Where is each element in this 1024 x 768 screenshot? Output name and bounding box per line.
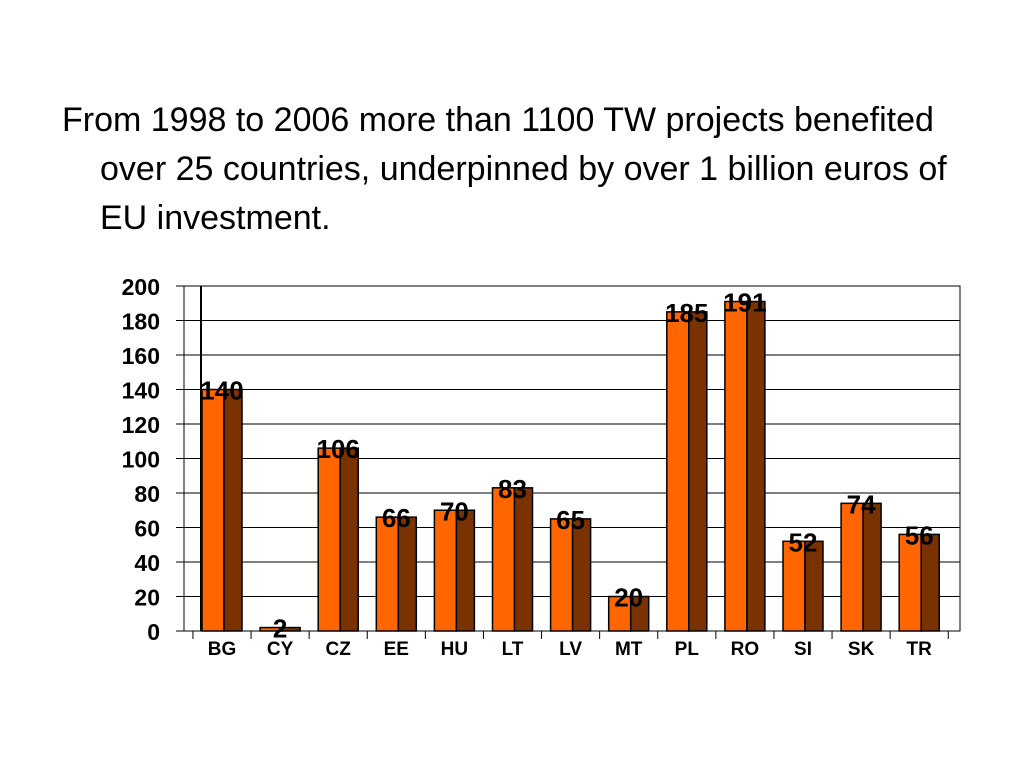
data-label: 191 (723, 288, 766, 318)
bar-front (317, 447, 341, 632)
data-label: 140 (200, 376, 243, 406)
data-label: 52 (789, 527, 818, 557)
bar-side (862, 502, 882, 632)
data-label: 20 (614, 583, 643, 613)
y-tick-label: 140 (122, 378, 160, 404)
x-tick-label: SK (848, 639, 875, 660)
x-tick-label: PL (675, 639, 700, 660)
bar-front (491, 487, 516, 632)
bar-front (201, 388, 225, 632)
label-layer: 140 2 106 66 70 83 65 20 185 191 52 74 56 (200, 288, 933, 644)
data-label: 65 (556, 505, 585, 535)
bar-side (746, 300, 766, 632)
bar-side (281, 626, 301, 632)
bar-front (724, 300, 748, 632)
x-tick-label: LV (559, 639, 582, 660)
y-tick-label: 0 (147, 619, 160, 645)
data-label: 66 (382, 503, 411, 533)
x-tick-label: EE (384, 639, 409, 660)
data-label: 106 (317, 434, 360, 464)
x-tick-label: LT (502, 639, 524, 660)
bar-side (223, 388, 243, 632)
y-tick-label: 100 (122, 447, 160, 473)
x-tick-label: RO (731, 639, 760, 660)
bar-side (513, 487, 534, 632)
bar-side (629, 595, 650, 632)
bar-side (397, 516, 418, 632)
x-tick-label: HU (441, 639, 468, 660)
bar-front (433, 509, 458, 632)
bar-side (339, 447, 359, 632)
y-tick-label: 60 (134, 516, 160, 542)
y-tick-label: 20 (134, 585, 160, 611)
bar-side (920, 533, 940, 632)
y-tick-label: 200 (122, 274, 160, 300)
bar-layer (201, 300, 940, 632)
bar-front (666, 311, 690, 632)
y-tick-label: 80 (134, 481, 160, 507)
x-tick-label: MT (615, 639, 643, 660)
bar-side (804, 540, 824, 632)
data-label: 2 (273, 614, 287, 644)
slide-text: From 1998 to 2006 more than 1100 TW proj… (62, 96, 962, 243)
data-label: 185 (665, 298, 708, 328)
x-tick-label: BG (208, 639, 237, 660)
bullet-paragraph: From 1998 to 2006 more than 1100 TW proj… (62, 101, 947, 237)
bar-front (549, 518, 574, 632)
data-label: 83 (498, 474, 527, 504)
bar-side (455, 509, 476, 632)
axis-layer: 0 20 40 60 80 100 120 140 160 180 200 BG CY CZ EE HU LT L… (122, 274, 949, 660)
x-tick-label: TR (907, 639, 933, 660)
bar-front (840, 502, 864, 632)
y-tick-label: 120 (122, 412, 160, 438)
x-tick-label: CZ (326, 639, 352, 660)
bar-side (688, 311, 708, 632)
data-label: 70 (440, 496, 469, 526)
bar-side (571, 518, 592, 632)
y-tick-label: 40 (134, 550, 160, 576)
y-tick-label: 160 (122, 343, 160, 369)
bar-front (375, 516, 400, 632)
data-label: 56 (905, 520, 934, 550)
data-label: 74 (847, 489, 876, 519)
x-tick-label: SI (794, 639, 812, 660)
y-tick-label: 180 (122, 309, 160, 335)
x-tick-label: CY (267, 639, 294, 660)
